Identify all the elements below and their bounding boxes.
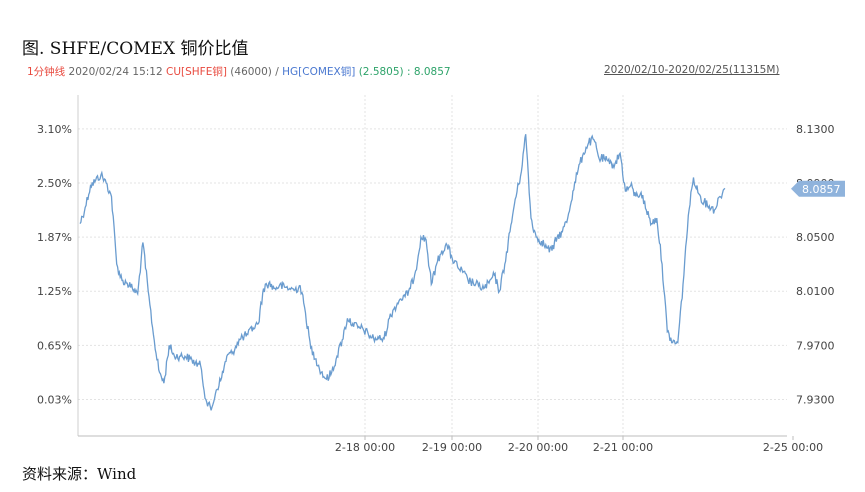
right-tick-label: 8.1300 (796, 123, 835, 136)
left-tick-label: 0.65% (37, 339, 72, 352)
left-tick-label: 3.10% (37, 123, 72, 136)
datetime-label: 2020/02/24 15:12 (68, 66, 163, 78)
last-value-label: 8.0857 (802, 183, 841, 196)
x-tick-label: 2-18 00:00 (335, 441, 395, 454)
ratio-value: : 8.0857 (406, 66, 451, 78)
x-tick-label: 2-25 00:00 (763, 441, 823, 454)
series1-label: CU[SHFE铜] (166, 66, 227, 78)
right-tick-label: 8.0100 (796, 285, 835, 298)
series1-value: (46000) (230, 66, 272, 78)
right-tick-label: 8.0500 (796, 231, 835, 244)
x-tick-label: 2-21 00:00 (593, 441, 653, 454)
right-tick-label: 7.9700 (796, 339, 835, 352)
chart-title: 图. SHFE/COMEX 铜价比值 (22, 39, 249, 59)
left-tick-label: 1.25% (37, 285, 72, 298)
last-value-tag: 8.0857 (791, 180, 845, 197)
series2-label: HG[COMEX铜] (282, 66, 356, 78)
quote-header: 1分钟线 2020/02/24 15:12 CU[SHFE铜] (46000) … (27, 64, 451, 79)
date-range-link[interactable]: 2020/02/10-2020/02/25(11315M) (604, 64, 780, 76)
right-tick-label: 7.9300 (796, 393, 835, 406)
left-tick-label: 0.03% (37, 393, 72, 406)
left-tick-label: 1.87% (37, 231, 72, 244)
last-value-tag-bg (791, 180, 845, 197)
left-tick-label: 2.50% (37, 177, 72, 190)
ratio-series-line (79, 134, 726, 411)
data-source: 资料来源：Wind (22, 465, 137, 483)
axis-ticks: 3.10%8.13002.50%8.09001.87%8.05001.25%8.… (37, 123, 834, 454)
separator: / (275, 66, 279, 78)
series2-value: (2.5805) (358, 66, 404, 78)
period-label[interactable]: 1分钟线 (27, 66, 66, 78)
x-tick-label: 2-20 00:00 (508, 441, 568, 454)
x-tick-label: 2-19 00:00 (422, 441, 482, 454)
grid-lines (78, 95, 787, 436)
